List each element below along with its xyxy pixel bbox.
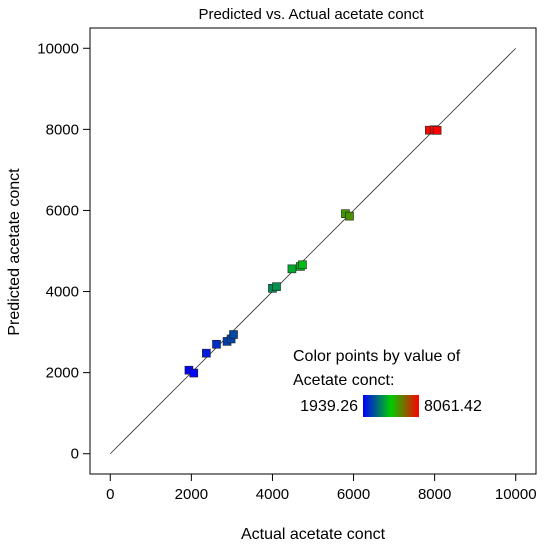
x-tick-label: 2000 xyxy=(175,486,208,503)
diagonal-line xyxy=(109,47,517,455)
reference-line xyxy=(109,47,517,455)
y-tick-label: 4000 xyxy=(46,284,79,301)
y-axis-label: Predicted acetate conct xyxy=(6,168,23,336)
data-point xyxy=(212,339,221,349)
legend-min-label: 1939.26 xyxy=(300,398,358,415)
x-tick-label: 10000 xyxy=(495,486,537,503)
legend-color-bar xyxy=(363,395,419,417)
plot-frame xyxy=(89,27,537,475)
data-point xyxy=(432,126,442,135)
color-legend: Color points by value of Acetate conct: … xyxy=(293,348,482,417)
chart-title: Predicted vs. Actual acetate conct xyxy=(198,6,424,23)
data-point xyxy=(229,330,238,339)
data-point xyxy=(189,368,199,378)
x-axis-label: Actual acetate conct xyxy=(241,526,386,543)
x-tick-label: 4000 xyxy=(256,486,289,503)
y-tick-label: 0 xyxy=(71,446,79,463)
x-axis: 0 2000 4000 6000 8000 10000 xyxy=(106,474,537,503)
legend-max-label: 8061.42 xyxy=(424,398,482,415)
data-point xyxy=(298,260,307,270)
y-tick-label: 10000 xyxy=(37,40,79,57)
y-axis: 0 2000 4000 6000 8000 10000 xyxy=(37,40,90,463)
x-tick-label: 8000 xyxy=(418,486,451,503)
data-point xyxy=(287,264,297,274)
data-point xyxy=(272,282,281,291)
y-tick-label: 8000 xyxy=(46,121,79,138)
data-points xyxy=(184,125,442,378)
data-point xyxy=(345,211,354,221)
x-tick-label: 0 xyxy=(106,486,114,503)
x-tick-label: 6000 xyxy=(337,486,370,503)
data-point xyxy=(202,348,211,358)
legend-title-line2: Acetate conct: xyxy=(293,372,394,389)
y-tick-label: 6000 xyxy=(46,202,79,219)
y-tick-label: 2000 xyxy=(46,365,79,382)
legend-title-line1: Color points by value of xyxy=(293,348,461,365)
